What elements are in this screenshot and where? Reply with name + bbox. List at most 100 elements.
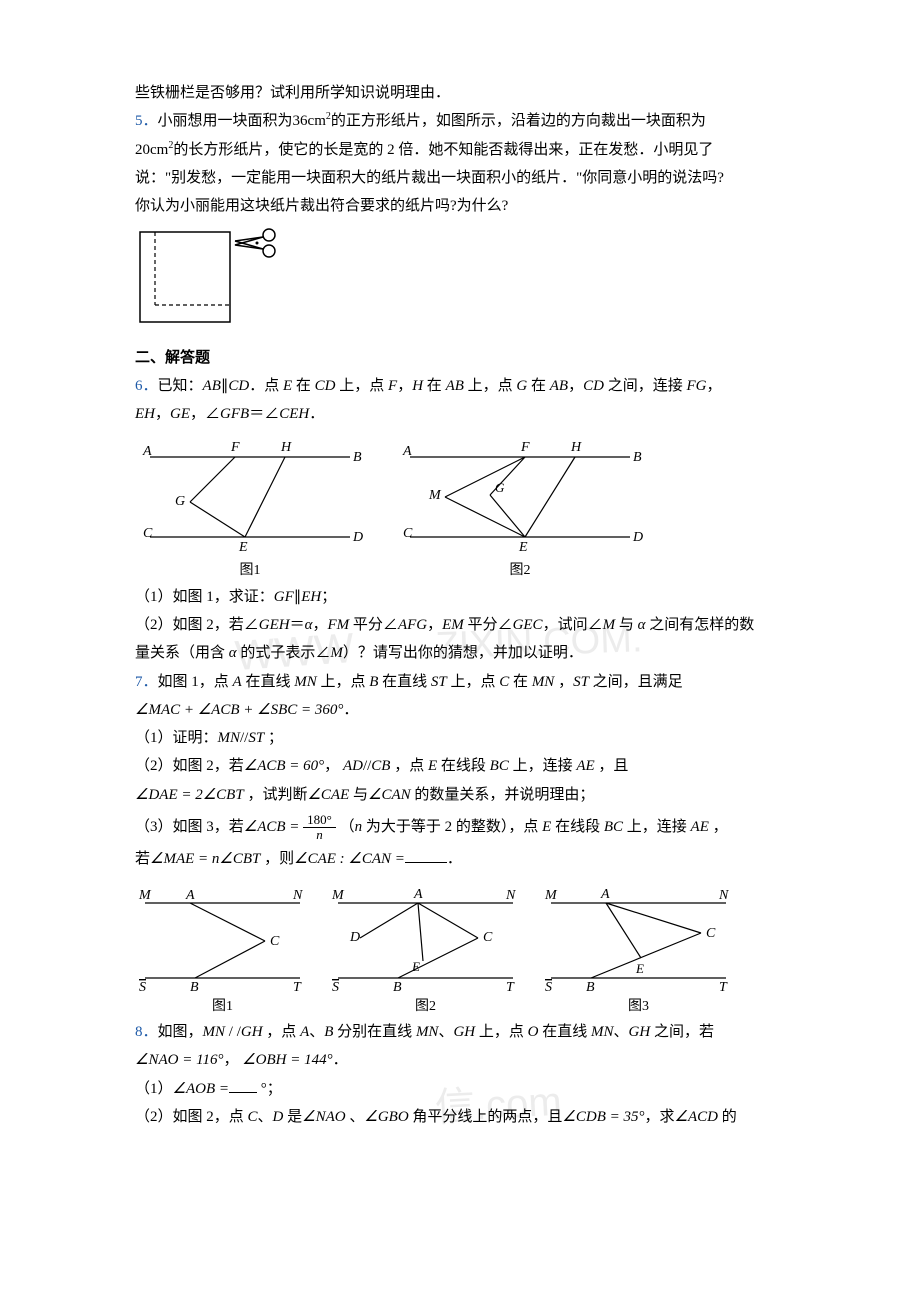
label-S: S [545, 980, 552, 993]
q5-square-scissors-svg [135, 227, 295, 327]
q7-var: ∠MAE = n∠CBT [150, 851, 260, 867]
label-F: F [520, 440, 530, 455]
q7-var: BC [490, 758, 509, 774]
q5-text: 小丽想用一块面积为 [158, 113, 293, 129]
q7-text: 在线段 [551, 819, 604, 835]
q6-figures: A F H B G C E D 图1 A F H B M G C E [135, 437, 800, 584]
q8-text: 分别在直线 [333, 1024, 416, 1040]
q7-text: 在线段 [437, 758, 490, 774]
q7-fig3-svg: M A N C E S B T [541, 883, 736, 993]
q8-text: 、 [258, 1109, 273, 1125]
q6-fig1-label: 图1 [240, 559, 261, 584]
q6-text: 平分∠ [464, 617, 513, 633]
q8-line1: 8．如图，MN / /GH ，点 A、B 分别在直线 MN、GH 上，点 O 在… [135, 1019, 800, 1045]
label-N: N [292, 888, 303, 903]
q8-var: ∠GBO [364, 1109, 408, 1125]
q7-var: ST [248, 730, 264, 746]
q7-text: ， [324, 758, 339, 774]
q7-var: CB [371, 758, 390, 774]
q5-text: 的正方形纸片，如图所示，沿着边的方向裁出一块面积为 [331, 113, 706, 129]
q8-var: ∠AOB = [173, 1081, 229, 1097]
label-F: F [230, 440, 240, 455]
q6-var: CD [315, 378, 336, 394]
label-T: T [506, 980, 515, 993]
label-E: E [238, 540, 248, 555]
q8-var: D [273, 1109, 284, 1125]
q7-fig1-svg: M A N C S B T [135, 883, 310, 993]
blank-fill [229, 1078, 257, 1093]
q7-text: （1）证明： [135, 730, 218, 746]
q7-text: 与 [349, 787, 368, 803]
q7-number: 7． [135, 674, 158, 690]
label-M: M [428, 488, 442, 503]
q8-line2: ∠NAO = 116°， ∠OBH = 144°． [135, 1047, 800, 1073]
q7-var: AE [691, 819, 709, 835]
q8-var: O [528, 1024, 539, 1040]
q7-text: ，且 [595, 758, 629, 774]
q7-text: 上，连接 [623, 819, 691, 835]
q7-text: ，试判断 [244, 787, 308, 803]
q6-text: ， [427, 617, 442, 633]
q8-text: ，点 [263, 1024, 301, 1040]
q6-var: G [516, 378, 527, 394]
q7-fig2-label: 图2 [415, 995, 436, 1020]
q5-area1: 36cm [293, 113, 326, 129]
q6-var: GFB [220, 406, 249, 422]
q7-text: ． [447, 851, 462, 867]
label-T: T [293, 980, 302, 993]
q7-var: ST [573, 674, 589, 690]
q7-fig3-label: 图3 [628, 995, 649, 1020]
q6-var: H [412, 378, 423, 394]
q6-var: F [388, 378, 397, 394]
q6-text: ＝ [290, 617, 305, 633]
q6-text: 平分∠ [349, 617, 398, 633]
label-G: G [495, 480, 505, 495]
q5-area2: 20cm [135, 142, 168, 158]
q8-var: C [248, 1109, 258, 1125]
q8-p2: （2）如图 2，点 C、D 是∠NAO 、∠GBO 角平分线上的两点，且∠CDB… [135, 1104, 800, 1130]
label-E: E [518, 540, 528, 555]
q6-text: 在 [292, 378, 315, 394]
q8-text: 、 [309, 1024, 324, 1040]
q6-var: α [229, 645, 237, 661]
q6-fig1-svg: A F H B G C E D [135, 437, 365, 557]
q6-var: M [330, 645, 343, 661]
q8-text: 的 [718, 1109, 737, 1125]
q6-number: 6． [135, 378, 158, 394]
q7-eq: ∠MAC + ∠ACB + ∠SBC = 360°． [135, 697, 800, 723]
q7-text: ，则 [260, 851, 294, 867]
q8-text: ． [333, 1052, 348, 1068]
label-C: C [483, 930, 493, 945]
q6-text: 的式子表示∠ [237, 645, 331, 661]
q7-var: AD [343, 758, 363, 774]
label-M: M [331, 888, 345, 903]
q6-text: ， [155, 406, 170, 422]
q7-var: ∠CAN [368, 787, 411, 803]
q7-figure3: M A N C E S B T 图3 [541, 883, 736, 1020]
q6-text: 之间有怎样的数 [645, 617, 754, 633]
q7-figures: M A N C S B T 图1 M A N D C E S B T 图2 [135, 883, 800, 1020]
q7-fig2-svg: M A N D C E S B T [328, 883, 523, 993]
label-H: H [570, 440, 582, 455]
q6-stem-line2: EH，GE，∠GFB＝∠CEH． [135, 401, 800, 427]
q8-number: 8． [135, 1024, 158, 1040]
q6-var: CD [583, 378, 604, 394]
q6-text: 在 [423, 378, 446, 394]
q8-var: MN [591, 1024, 614, 1040]
q6-text: ， [706, 378, 721, 394]
label-C: C [270, 934, 280, 949]
q7-text: ，点 [390, 758, 428, 774]
q6-p1-text: （1）如图 1，求证： [135, 589, 274, 605]
label-M: M [544, 888, 558, 903]
q7-text: ； [264, 730, 283, 746]
q6-text: ，试问∠ [543, 617, 603, 633]
q7-var: ∠CAE [307, 787, 349, 803]
q7-text: ． [343, 702, 358, 718]
blank-fill [405, 848, 447, 863]
q7-text: 在 [509, 674, 532, 690]
q7-p4: 若∠MAE = n∠CBT ，则∠CAE : ∠CAN =． [135, 846, 800, 872]
q8-text: 、 [346, 1109, 365, 1125]
q8-var: MN [203, 1024, 226, 1040]
q7-var: C [499, 674, 509, 690]
q8-var: ∠CDB = 35° [562, 1109, 644, 1125]
